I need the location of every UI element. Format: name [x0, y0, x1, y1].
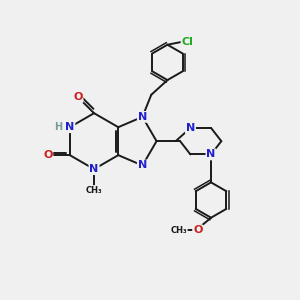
Text: N: N [206, 149, 216, 159]
Text: N: N [65, 122, 74, 132]
Text: H: H [55, 122, 63, 132]
Text: N: N [186, 123, 195, 133]
Text: O: O [43, 150, 52, 160]
Text: O: O [193, 225, 203, 236]
Text: CH₃: CH₃ [170, 226, 187, 235]
Text: Cl: Cl [182, 37, 194, 47]
Text: N: N [138, 112, 147, 122]
Text: N: N [89, 164, 99, 174]
Text: CH₃: CH₃ [86, 186, 102, 195]
Text: N: N [138, 160, 147, 170]
Text: O: O [73, 92, 83, 102]
